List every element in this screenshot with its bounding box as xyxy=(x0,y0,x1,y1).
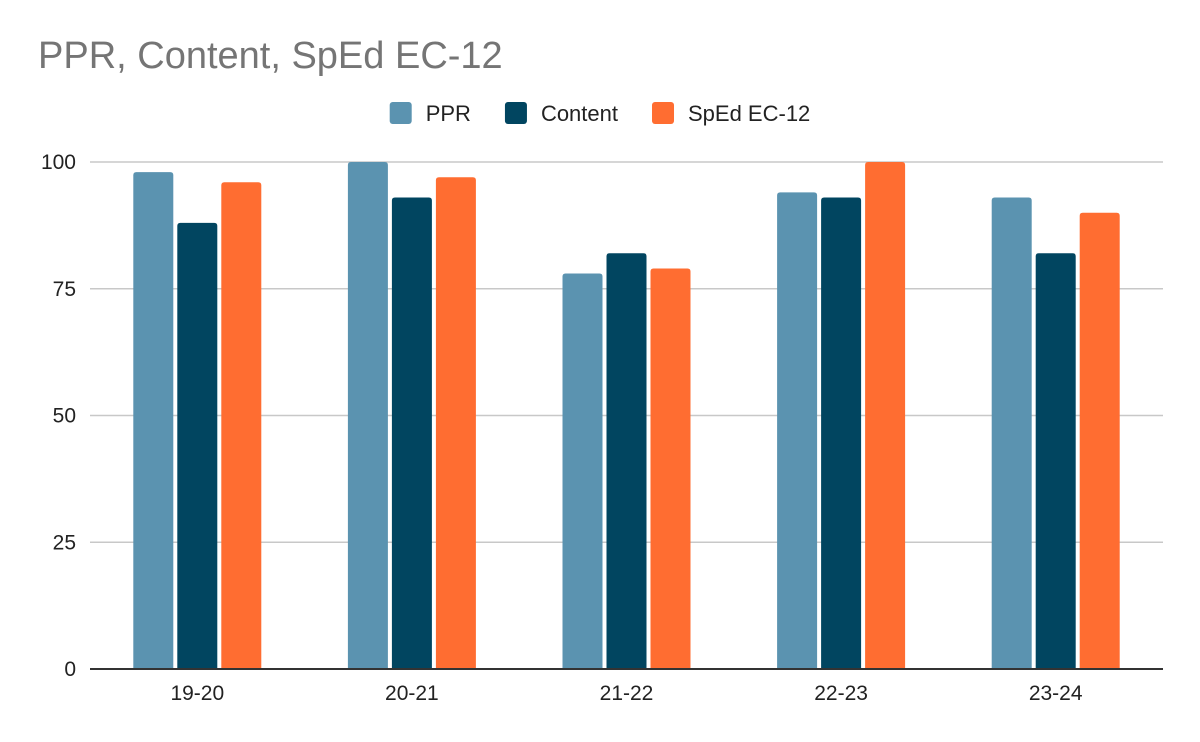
bar-content-21-22 xyxy=(606,253,647,669)
bar-sped-ec-12-22-23 xyxy=(865,162,906,669)
y-tick-label: 25 xyxy=(53,531,76,554)
bar-content-23-24 xyxy=(1035,253,1076,669)
x-tick-label: 19-20 xyxy=(170,682,224,705)
bar-ppr-20-21 xyxy=(347,162,388,669)
x-tick-label: 23-24 xyxy=(1029,682,1083,705)
chart-title: PPR, Content, SpEd EC-12 xyxy=(38,35,503,77)
bar-sped-ec-12-21-22 xyxy=(650,268,691,669)
legend-label: SpEd EC-12 xyxy=(688,101,810,126)
legend-label: PPR xyxy=(426,101,471,126)
bar-sped-ec-12-23-24 xyxy=(1079,212,1120,669)
bar-ppr-23-24 xyxy=(991,197,1032,670)
legend: PPR Content SpEd EC-12 xyxy=(389,101,810,126)
x-tick-label: 21-22 xyxy=(600,682,654,705)
x-tick-label: 22-23 xyxy=(814,682,868,705)
bar-ppr-19-20 xyxy=(133,172,174,669)
bar-ppr-21-22 xyxy=(562,273,603,669)
legend-swatch-ppr xyxy=(389,102,412,124)
y-tick-label: 50 xyxy=(53,405,76,428)
bar-content-19-20 xyxy=(177,222,218,669)
y-axis-tick-labels: 0 25 50 75 100 xyxy=(41,151,76,681)
y-tick-label: 75 xyxy=(53,278,76,301)
legend-swatch-sped-ec-12 xyxy=(652,102,675,124)
y-tick-label: 100 xyxy=(41,151,76,174)
bar-sped-ec-12-19-20 xyxy=(221,182,262,669)
x-axis-tick-labels: 19-20 20-21 21-22 22-23 23-24 xyxy=(170,682,1082,705)
bar-ppr-22-23 xyxy=(777,192,818,670)
x-tick-label: 20-21 xyxy=(385,682,439,705)
legend-swatch-content xyxy=(504,102,527,124)
bars xyxy=(133,162,1120,670)
bar-content-20-21 xyxy=(391,197,432,670)
y-tick-label: 0 xyxy=(64,658,76,681)
bar-sped-ec-12-20-21 xyxy=(435,177,476,669)
bar-content-22-23 xyxy=(821,197,862,670)
legend-label: Content xyxy=(541,101,618,126)
